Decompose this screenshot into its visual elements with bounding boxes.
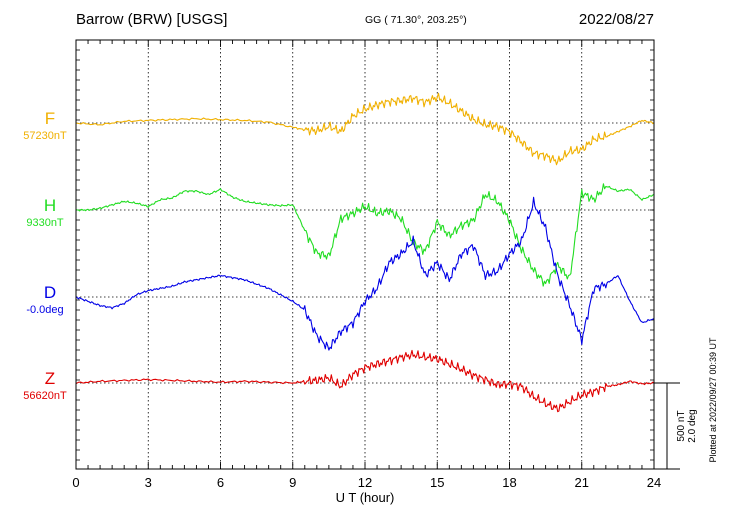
x-tick-label: 6 bbox=[217, 475, 224, 490]
baseline-label-f: 57230nT bbox=[23, 130, 67, 142]
series-line-d bbox=[75, 196, 655, 351]
plotted-timestamp: Plotted at 2022/09/27 00:39 UT bbox=[708, 337, 718, 463]
channel-name-z: Z bbox=[45, 369, 55, 388]
baseline-label-h: 9330nT bbox=[26, 217, 64, 229]
plot-date: 2022/08/27 bbox=[579, 11, 654, 28]
x-tick-label: 18 bbox=[502, 475, 516, 490]
series-lines bbox=[75, 92, 655, 413]
channel-name-h: H bbox=[44, 196, 56, 215]
scale-bar-deg: 2.0 deg bbox=[687, 409, 698, 442]
series-line-f bbox=[75, 92, 655, 166]
x-tick-label: 21 bbox=[575, 475, 589, 490]
scale-bar-nt: 500 nT bbox=[676, 410, 687, 441]
grid bbox=[76, 40, 654, 469]
x-tick-label: 0 bbox=[72, 475, 79, 490]
scale-bar: 500 nT 2.0 deg bbox=[654, 382, 698, 470]
station-coordinates: GG ( 71.30°, 203.25°) bbox=[365, 14, 467, 26]
station-title: Barrow (BRW) [USGS] bbox=[76, 11, 227, 28]
plot-frame bbox=[75, 39, 655, 470]
channel-name-f: F bbox=[45, 109, 55, 128]
series-line-z bbox=[75, 349, 655, 413]
tick-labels: 0 3 6 9 12 15 18 21 24 bbox=[72, 475, 661, 490]
series-line-h bbox=[75, 183, 655, 287]
axis-ticks bbox=[75, 40, 655, 469]
x-tick-label: 24 bbox=[647, 475, 661, 490]
channel-labels: F 57230nT H 9330nT D -0.0deg Z 56620nT bbox=[23, 109, 67, 402]
baseline-label-d: -0.0deg bbox=[26, 304, 63, 316]
x-tick-label: 9 bbox=[289, 475, 296, 490]
x-tick-label: 15 bbox=[430, 475, 444, 490]
x-axis-label: U T (hour) bbox=[336, 490, 395, 505]
baseline-label-z: 56620nT bbox=[23, 390, 67, 402]
x-tick-label: 3 bbox=[145, 475, 152, 490]
x-tick-label: 12 bbox=[358, 475, 372, 490]
channel-name-d: D bbox=[44, 283, 56, 302]
